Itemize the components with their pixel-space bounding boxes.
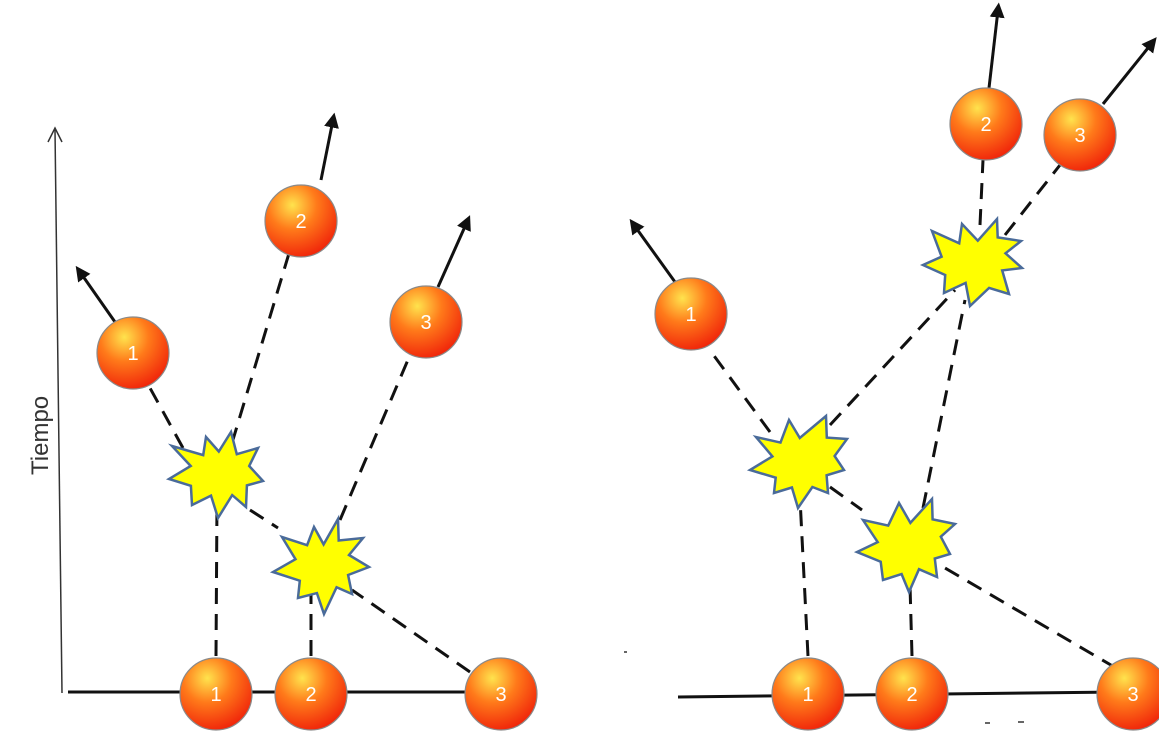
time-axis — [54, 129, 63, 694]
svg-text:2: 2 — [305, 684, 316, 706]
svg-text:2: 2 — [295, 211, 306, 233]
time-axis-arrow-icon — [47, 126, 63, 143]
right-diagram: 1 2 3 1 2 3 — [624, 2, 1159, 731]
collision-burst-1 — [165, 428, 266, 521]
svg-text:2: 2 — [980, 114, 991, 136]
ball-top-1: 1 — [96, 316, 170, 390]
svg-text:2: 2 — [906, 684, 917, 706]
arrow-1 — [75, 265, 117, 323]
right-trajectories — [710, 159, 1117, 670]
svg-text:3: 3 — [1074, 125, 1085, 147]
ball-bottom-2: 2 — [274, 657, 348, 731]
arrow-3 — [436, 215, 471, 288]
svg-text:3: 3 — [420, 312, 431, 334]
collision-burst-5 — [919, 215, 1025, 309]
ball-bottom-1: 1 — [179, 657, 253, 731]
ball-top-2: 2 — [949, 87, 1023, 161]
svg-text:1: 1 — [802, 684, 813, 706]
arrow-1 — [629, 218, 677, 283]
ball-bottom-1: 1 — [771, 657, 845, 731]
svg-text:3: 3 — [1127, 684, 1138, 706]
collision-burst-4 — [853, 495, 958, 596]
ball-top-2: 2 — [264, 184, 338, 258]
arrow-2 — [319, 112, 339, 181]
axis-label: Tiempo — [27, 396, 54, 475]
svg-text:1: 1 — [685, 304, 696, 326]
ball-top-1: 1 — [654, 277, 728, 351]
collision-burst-2 — [269, 514, 372, 618]
svg-text:3: 3 — [495, 684, 506, 706]
svg-text:1: 1 — [210, 684, 221, 706]
left-diagram: Tiempo 1 2 3 — [27, 112, 538, 731]
arrow-3 — [1101, 37, 1157, 105]
collision-burst-3 — [746, 413, 850, 511]
ball-bottom-3: 3 — [464, 657, 538, 731]
ball-bottom-3: 3 — [1096, 657, 1159, 731]
ball-top-3: 3 — [1043, 98, 1117, 172]
left-trajectories — [148, 249, 471, 674]
ball-bottom-2: 2 — [875, 657, 949, 731]
svg-text:1: 1 — [127, 343, 138, 365]
arrow-2 — [987, 2, 1005, 89]
ball-top-3: 3 — [389, 285, 463, 359]
